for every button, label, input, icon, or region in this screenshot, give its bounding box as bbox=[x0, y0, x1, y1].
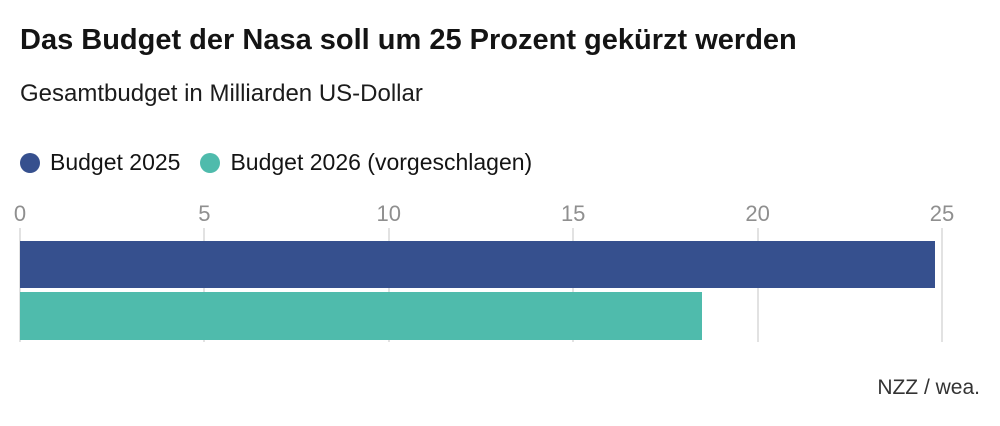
x-tick-label-20: 20 bbox=[745, 201, 770, 226]
legend-item-budget-2025: Budget 2025 bbox=[20, 149, 180, 176]
gridline-25 bbox=[941, 228, 943, 342]
x-tick-label-5: 5 bbox=[198, 201, 211, 226]
legend-dot-budget-2025-icon bbox=[20, 152, 40, 173]
legend-label-budget-2025: Budget 2025 bbox=[50, 149, 181, 175]
legend: Budget 2025 Budget 2026 (vorgeschlagen) bbox=[20, 149, 552, 176]
x-tick-label-15: 15 bbox=[560, 201, 586, 226]
bar-budget-2026-vorgeschlagen bbox=[20, 292, 703, 340]
x-tick-label-10: 10 bbox=[376, 201, 402, 226]
bar-budget-2025 bbox=[20, 241, 935, 288]
legend-item-budget-2026: Budget 2026 (vorgeschlagen) bbox=[200, 149, 532, 176]
x-axis: 0 5 10 15 20 25 bbox=[14, 201, 954, 227]
legend-label-budget-2026: Budget 2026 (vorgeschlagen) bbox=[230, 149, 533, 175]
chart-subtitle: Gesamtbudget in Milliarden US-Dollar bbox=[20, 80, 423, 107]
x-tick-label-25: 25 bbox=[929, 201, 955, 226]
source-credit: NZZ / wea. bbox=[877, 376, 980, 399]
plot-area bbox=[19, 228, 943, 342]
chart-title: Das Budget der Nasa soll um 25 Prozent g… bbox=[20, 24, 797, 56]
x-tick-label-0: 0 bbox=[13, 201, 27, 226]
legend-dot-budget-2026-icon bbox=[200, 152, 221, 173]
